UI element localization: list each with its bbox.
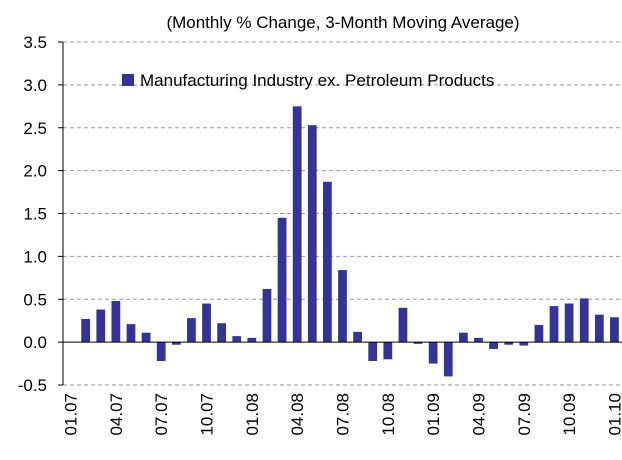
bar — [474, 337, 483, 343]
bar — [277, 217, 287, 343]
y-tick-label: 2.0 — [23, 162, 47, 181]
x-tick-label: 01.07 — [62, 393, 81, 436]
x-tick-label: 04.08 — [288, 393, 307, 436]
bar — [579, 298, 589, 343]
bar — [81, 318, 91, 343]
bar — [126, 324, 136, 343]
legend-swatch — [122, 74, 134, 86]
bar — [307, 125, 317, 343]
bar — [202, 303, 211, 343]
y-tick-label: 3.0 — [23, 76, 47, 95]
chart-title: (Monthly % Change, 3-Month Moving Averag… — [166, 13, 519, 32]
bar — [594, 314, 604, 343]
bar — [247, 337, 257, 343]
bar — [262, 288, 272, 343]
bar — [398, 307, 408, 343]
bar — [549, 306, 559, 343]
x-tick-label: 07.08 — [334, 393, 353, 436]
y-tick-label: 1.0 — [23, 247, 47, 266]
bar — [96, 309, 106, 343]
bar — [383, 342, 393, 360]
x-tick-label: 01.08 — [243, 393, 262, 436]
x-tick-label: 10.09 — [560, 393, 579, 436]
bar — [368, 342, 378, 361]
bar — [187, 318, 196, 343]
bar — [232, 336, 242, 343]
y-tick-label: 1.5 — [23, 205, 47, 224]
bar — [519, 342, 529, 346]
bar — [171, 342, 181, 345]
y-tick-label: 0.0 — [23, 333, 47, 352]
x-tick-label: 01.09 — [424, 393, 443, 436]
bar — [353, 331, 362, 343]
bar — [141, 332, 151, 343]
legend-label: Manufacturing Industry ex. Petroleum Pro… — [140, 71, 494, 90]
x-tick-label: 10.07 — [198, 393, 217, 436]
bar — [534, 324, 544, 343]
bar — [564, 303, 574, 343]
x-tick-label: 04.09 — [469, 393, 488, 436]
x-tick-label: 04.07 — [107, 393, 126, 436]
x-tick-label: 01.10 — [605, 393, 622, 436]
x-tick-label: 10.08 — [379, 393, 398, 436]
y-tick-label: 0.5 — [23, 290, 47, 309]
bar — [428, 342, 438, 364]
y-tick-label: 3.5 — [23, 33, 47, 52]
bar — [458, 332, 468, 343]
bar — [504, 342, 514, 345]
x-tick-label: 07.09 — [515, 393, 534, 436]
bar — [413, 342, 423, 344]
bar — [217, 323, 227, 343]
bar — [111, 300, 121, 343]
bar — [610, 317, 619, 343]
bar — [323, 181, 332, 343]
y-tick-label: 2.5 — [23, 119, 47, 138]
bar — [156, 342, 166, 361]
x-tick-label: 07.07 — [152, 393, 171, 436]
bar — [338, 270, 347, 343]
bar — [292, 106, 302, 343]
bar — [443, 342, 453, 377]
bar — [489, 342, 498, 349]
y-tick-label: -0.5 — [18, 376, 47, 395]
